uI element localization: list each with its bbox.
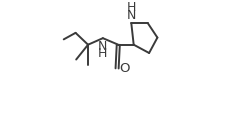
- Text: N: N: [98, 40, 108, 53]
- Text: H: H: [127, 1, 136, 14]
- Text: O: O: [120, 62, 130, 75]
- Text: H: H: [98, 47, 108, 60]
- Text: N: N: [127, 9, 136, 22]
